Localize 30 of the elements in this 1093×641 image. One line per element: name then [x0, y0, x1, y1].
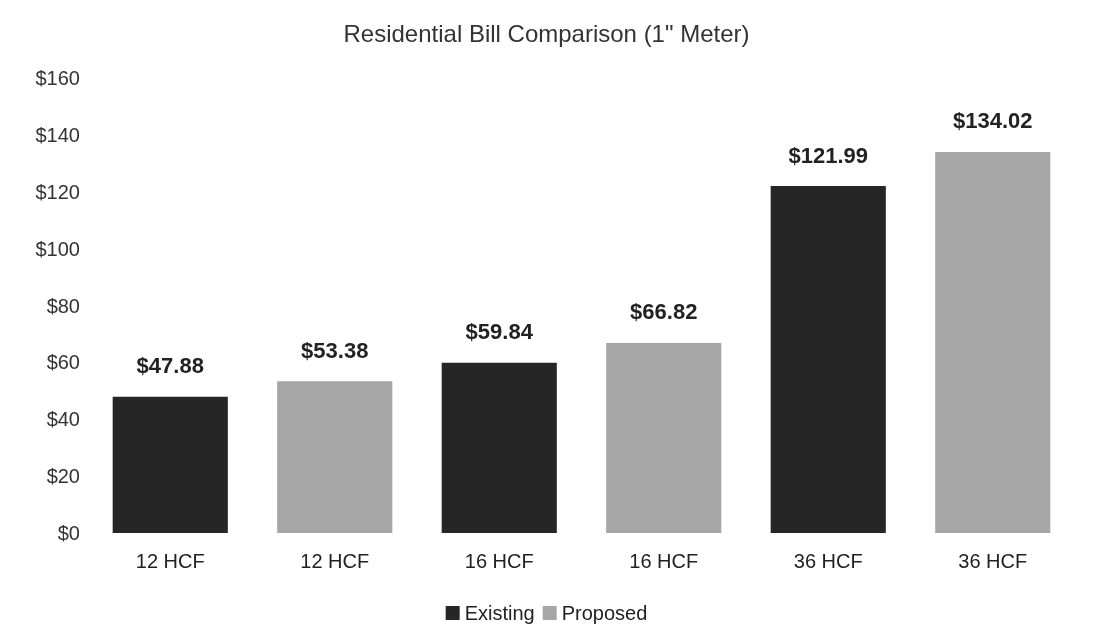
data-label: $134.02 — [952, 108, 1033, 134]
y-tick-label: $20 — [46, 465, 80, 488]
data-label: $53.38 — [301, 337, 369, 363]
chart-title: Residential Bill Comparison (1" Meter) — [343, 19, 750, 47]
x-tick-label: 12 HCF — [300, 550, 370, 572]
legend-label: Proposed — [561, 602, 648, 624]
bar — [112, 396, 228, 533]
legend-label: Existing — [464, 602, 535, 624]
y-tick-label: $60 — [46, 351, 80, 374]
bar — [441, 362, 557, 533]
bar — [606, 342, 722, 533]
y-tick-label: $160 — [35, 67, 80, 89]
y-tick-label: $140 — [35, 123, 80, 146]
y-tick-label: $80 — [46, 294, 80, 317]
x-tick-label: 36 HCF — [793, 550, 863, 572]
x-tick-label: 16 HCF — [464, 550, 534, 572]
y-tick-label: $120 — [35, 180, 80, 203]
x-tick-label: 12 HCF — [135, 550, 205, 572]
bar — [935, 151, 1051, 533]
data-label: $66.82 — [630, 299, 698, 325]
y-tick-label: $0 — [57, 522, 80, 544]
bar — [770, 186, 886, 533]
data-label: $59.84 — [465, 319, 534, 345]
bar — [277, 381, 393, 533]
y-tick-label: $100 — [35, 237, 80, 260]
y-tick-label: $40 — [46, 408, 80, 431]
x-tick-label: 16 HCF — [629, 550, 699, 572]
data-label: $47.88 — [136, 353, 204, 379]
x-tick-label: 36 HCF — [958, 550, 1028, 572]
data-label: $121.99 — [788, 142, 869, 168]
